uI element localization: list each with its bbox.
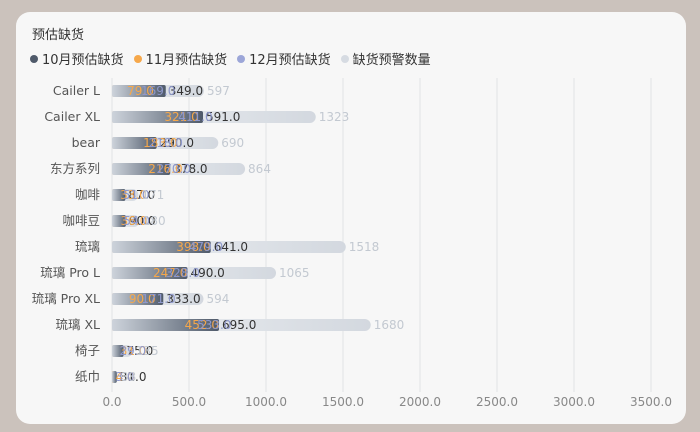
- legend-marker-nov: [133, 54, 142, 63]
- legend-label-warning: 缺货预警数量: [352, 53, 431, 68]
- value-label-oct: 333.0: [166, 292, 200, 306]
- bar-oct: [112, 319, 220, 331]
- value-label-nov: 452.0: [185, 318, 219, 332]
- value-label-dec: 218.0: [149, 136, 183, 150]
- category-label: 琉璃 Pro L: [40, 265, 100, 280]
- category-label: 东方系列: [50, 161, 100, 176]
- value-label-dec: 270.0: [157, 162, 191, 176]
- bar-oct: [112, 241, 211, 253]
- value-label-dec: 328.0: [166, 266, 200, 280]
- value-label-nov: 321.0: [164, 110, 198, 124]
- value-label-oct: 490.0: [190, 266, 224, 280]
- legend-marker-dec: [237, 54, 246, 63]
- value-label-oct: 87.0: [128, 188, 155, 202]
- value-label-nov: 398.0: [176, 240, 210, 254]
- category-label: bear: [72, 135, 101, 150]
- legend-marker-oct: [30, 54, 38, 63]
- value-label-oct: 31.0: [120, 370, 147, 384]
- value-label-dec: 169.0: [141, 84, 175, 98]
- x-tick-label: 0.0: [102, 395, 121, 409]
- value-label-warning: 38: [121, 370, 136, 384]
- legend-label-nov: 11月预估缺货: [145, 53, 228, 68]
- category-label: 琉璃 Pro XL: [32, 291, 100, 306]
- value-label-warning: 1680: [374, 318, 405, 332]
- value-label-nov: 79.0: [127, 84, 154, 98]
- value-label-oct: 349.0: [169, 84, 203, 98]
- bar-oct: [112, 137, 157, 149]
- x-tick-label: 3000.0: [553, 395, 595, 409]
- value-label-warning: 594: [206, 292, 229, 306]
- x-tick-label: 500.0: [172, 395, 206, 409]
- value-label-warning: 135: [136, 344, 159, 358]
- legend-item-oct[interactable]: 10月预估缺货: [30, 49, 124, 68]
- value-label-warning: 597: [207, 84, 230, 98]
- value-label-oct: 695.0: [222, 318, 256, 332]
- value-label-dec: 51.0: [123, 188, 150, 202]
- value-label-dec: 29.0: [119, 344, 146, 358]
- category-label: 琉璃: [75, 239, 100, 254]
- value-label-oct: 75.0: [127, 344, 154, 358]
- value-label-warning: 180: [143, 214, 166, 228]
- value-label-dec: 171.0: [141, 292, 175, 306]
- category-label: Cailer L: [53, 83, 100, 98]
- value-label-warning: 1065: [279, 266, 310, 280]
- value-label-dec: 533.0: [197, 318, 231, 332]
- value-label-warning: 1518: [349, 240, 380, 254]
- bar-oct: [112, 267, 188, 279]
- value-label-oct: 90.0: [129, 214, 156, 228]
- legend-label-dec: 12月预估缺货: [249, 53, 331, 68]
- bar-oct: [112, 189, 126, 201]
- legend-marker-warning: [340, 54, 349, 63]
- bar-oct: [112, 345, 124, 357]
- value-label-warning: 171: [141, 188, 164, 202]
- legend-item-warning[interactable]: 缺货预警数量: [340, 49, 431, 68]
- value-label-nov: 183.0: [143, 136, 177, 150]
- category-label: 咖啡豆: [62, 213, 100, 228]
- category-label: 纸巾: [75, 369, 100, 384]
- bar-oct: [112, 111, 204, 123]
- bar-oct: [112, 293, 164, 305]
- value-label-nov: 4.0: [116, 370, 135, 384]
- value-label-warning: 864: [248, 162, 271, 176]
- value-label-nov: 247.0: [153, 266, 187, 280]
- bar-oct: [112, 163, 171, 175]
- category-label: Cailer XL: [44, 109, 100, 124]
- legend-label-oct: 10月预估缺货: [42, 53, 124, 68]
- value-label-dec: 54.0: [123, 214, 150, 228]
- value-label-nov: 90.0: [129, 292, 156, 306]
- value-label-dec: 3.0: [115, 370, 134, 384]
- x-tick-label: 3500.0: [630, 395, 672, 409]
- x-tick-label: 1000.0: [245, 395, 287, 409]
- bar-oct: [112, 85, 166, 97]
- value-label-oct: 378.0: [173, 162, 207, 176]
- value-label-nov: 33.0: [120, 188, 147, 202]
- value-label-warning: 690: [221, 136, 244, 150]
- value-label-oct: 591.0: [206, 110, 240, 124]
- value-label-oct: 290.0: [160, 136, 194, 150]
- category-label: 咖啡: [75, 187, 101, 202]
- value-label-warning: 1323: [319, 110, 350, 124]
- value-label-dec: 479.0: [189, 240, 223, 254]
- category-label: 椅子: [75, 343, 100, 358]
- x-tick-label: 1500.0: [322, 395, 364, 409]
- value-label-nov: 216.0: [148, 162, 182, 176]
- value-label-nov: 36.0: [121, 214, 148, 228]
- chart-title: 预估缺货: [32, 28, 85, 43]
- x-tick-label: 2000.0: [399, 395, 441, 409]
- legend-item-nov[interactable]: 11月预估缺货: [133, 49, 228, 68]
- bar-oct: [112, 371, 117, 383]
- bar-oct: [112, 215, 126, 227]
- legend-item-dec[interactable]: 12月预估缺货: [237, 49, 331, 68]
- value-label-dec: 411.0: [178, 110, 212, 124]
- category-label: 琉璃 XL: [55, 317, 100, 332]
- x-tick-label: 2500.0: [476, 395, 518, 409]
- chart-legend: 10月预估缺货 11月预估缺货 12月预估缺货 缺货预警数量: [30, 49, 431, 68]
- value-label-oct: 641.0: [214, 240, 248, 254]
- value-label-nov: 31.0: [120, 344, 147, 358]
